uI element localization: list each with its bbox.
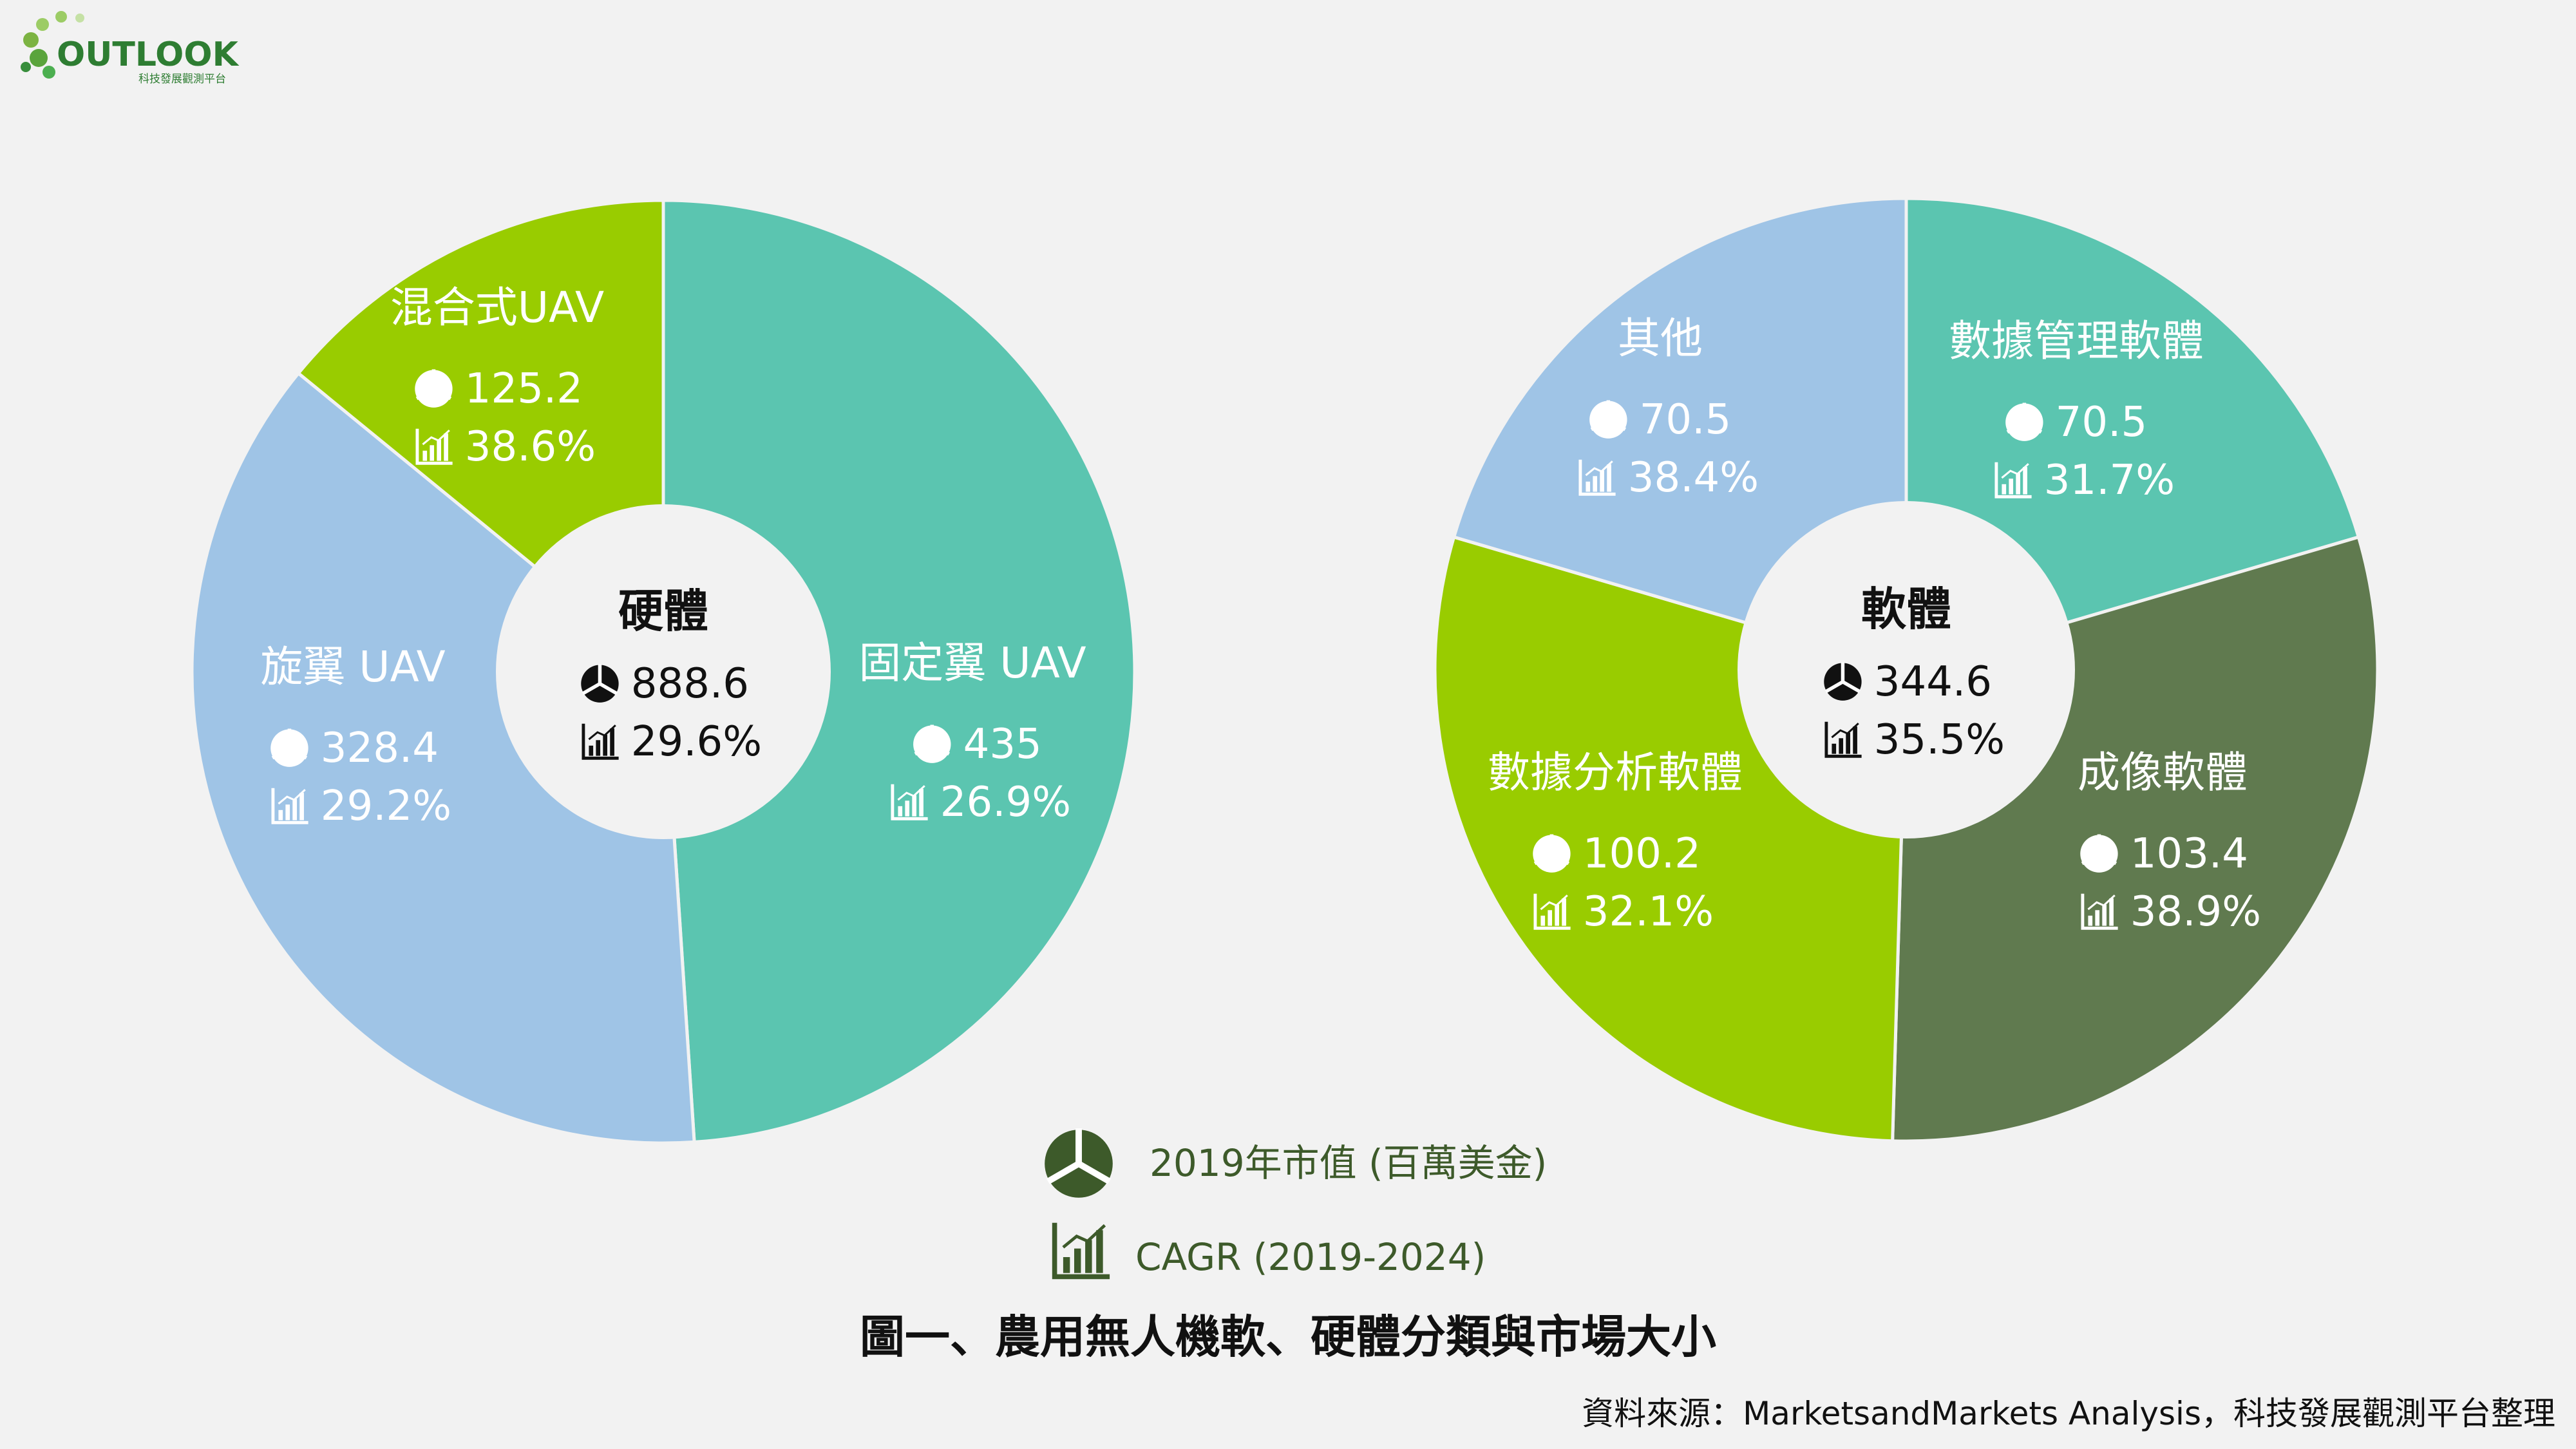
- slice-value-label: 70.5: [1640, 396, 1732, 444]
- hardware-donut-chart: 固定翼 UAV 435 26.9% 旋翼 UAV 328.4 29.2% 混合式UAV 125…: [190, 198, 1137, 1145]
- slice-label: 旋翼 UAV: [260, 642, 445, 692]
- logo-name: OUTLOOK: [57, 35, 240, 74]
- slice-value-label: 328.4: [321, 724, 439, 772]
- slice-label-group: 固定翼 UAV 435 26.9%: [858, 638, 1086, 826]
- slice-cagr-label: 32.1%: [1583, 888, 1714, 936]
- center-label: 軟體: [1861, 583, 1951, 636]
- slice-value-label: 435: [963, 721, 1042, 768]
- donut-slice: [661, 198, 1137, 1144]
- donut-center: [1738, 501, 2075, 838]
- logo-subtitle: 科技發展觀測平台: [138, 73, 226, 86]
- source-note: 資料來源：MarketsandMarkets Analysis，科技發展觀測平台…: [1582, 1395, 2555, 1432]
- slice-label-group: 成像軟體 103.4 38.9%: [2078, 748, 2261, 936]
- donut-slice: [190, 371, 696, 1145]
- center-value-label: 888.6: [631, 660, 749, 708]
- legend: 2019年市值 (百萬美金) CAGR (2019-2024): [1045, 1128, 1547, 1279]
- center-label-group: 硬體 888.6 29.6%: [581, 585, 762, 766]
- software-donut-chart: 數據管理軟體 70.5 31.7% 成像軟體 103.4 38.9% 數據分析軟體 100.2…: [1433, 196, 2380, 1143]
- slice-value-label: 100.2: [1583, 830, 1701, 878]
- legend-cagr-label: CAGR (2019-2024): [1135, 1235, 1486, 1279]
- slice-value-label: 125.2: [465, 365, 583, 413]
- outlook-logo: OUTLOOK 科技發展觀測平台: [21, 11, 240, 86]
- slice-cagr-label: 38.9%: [2130, 888, 2261, 936]
- center-cagr-label: 29.6%: [631, 718, 762, 766]
- legend-pie-icon: [1045, 1128, 1113, 1198]
- slice-cagr-label: 29.2%: [321, 782, 451, 830]
- slice-cagr-label: 38.6%: [465, 423, 596, 471]
- slice-label: 混合式UAV: [390, 283, 604, 332]
- slice-cagr-label: 26.9%: [940, 779, 1071, 826]
- center-cagr-label: 35.5%: [1874, 716, 2005, 764]
- slice-label: 成像軟體: [2078, 748, 2248, 797]
- slice-label: 其他: [1618, 314, 1703, 363]
- slice-cagr-label: 38.4%: [1628, 454, 1759, 502]
- slice-label: 數據管理軟體: [1949, 316, 2204, 366]
- center-label: 硬體: [618, 585, 708, 638]
- legend-bar-chart-icon: [1055, 1223, 1110, 1277]
- legend-value-label: 2019年市值 (百萬美金): [1150, 1141, 1547, 1185]
- figure-caption: 圖一、農用無人機軟、硬體分類與市場大小: [860, 1311, 1716, 1363]
- slice-value-label: 70.5: [2056, 399, 2148, 446]
- slice-value-label: 103.4: [2130, 830, 2248, 878]
- slice-label: 固定翼 UAV: [858, 638, 1086, 688]
- center-value-label: 344.6: [1874, 658, 1992, 706]
- slice-label-group: 數據分析軟體 100.2 32.1%: [1488, 748, 1743, 936]
- slice-label-group: 混合式UAV 125.2 38.6%: [390, 283, 604, 471]
- center-label-group: 軟體 344.6 35.5%: [1824, 583, 2005, 764]
- slice-label-group: 其他 70.5 38.4%: [1580, 314, 1759, 502]
- logo-dots-icon: [21, 11, 84, 79]
- donut-center: [496, 504, 831, 839]
- slice-label: 數據分析軟體: [1488, 748, 1743, 797]
- slice-label-group: 旋翼 UAV 328.4 29.2%: [260, 642, 451, 830]
- slice-label-group: 數據管理軟體 70.5 31.7%: [1949, 316, 2204, 504]
- slice-cagr-label: 31.7%: [2044, 457, 2175, 504]
